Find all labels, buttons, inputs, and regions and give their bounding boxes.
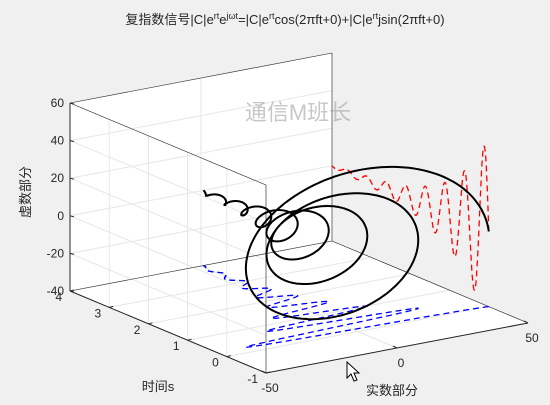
tick-labels: -50 0 50 -1 0 1 2 3 4-40 -20 0 20 40 60	[47, 96, 539, 395]
z-tick-label: 0	[57, 209, 64, 223]
grid-line	[69, 252, 267, 336]
z-tick-label: 20	[51, 171, 65, 185]
series-spiral	[202, 165, 490, 321]
x-tick-label: 50	[525, 331, 539, 345]
axes-frame	[69, 52, 529, 374]
x-axis-label: 实数部分	[366, 383, 418, 398]
grid-line	[226, 306, 489, 358]
z-tick	[69, 102, 75, 105]
y-tick	[265, 371, 271, 374]
grid-line	[69, 127, 333, 179]
x-tick	[392, 345, 398, 349]
z-tick	[69, 215, 75, 218]
plot-lines	[202, 145, 490, 348]
x-tick	[523, 320, 529, 324]
x-tick-label: 0	[398, 356, 405, 370]
y-tick	[109, 305, 114, 308]
z-axis-label: 虚数部分	[18, 166, 33, 218]
y-tick-label: -1	[247, 372, 258, 386]
grid-line	[109, 256, 372, 308]
z-tick	[69, 140, 75, 143]
y-tick-label: 0	[212, 356, 219, 370]
chart-title: 复指数信号|C|ertejωt=|C|ertcos(2πft+0)+|C|ert…	[125, 11, 444, 27]
y-tick	[226, 355, 231, 358]
y-tick-label: 3	[95, 306, 102, 320]
y-tick-label: 4	[55, 290, 62, 304]
z-tick-label: -40	[47, 284, 65, 298]
grid-line	[69, 177, 267, 261]
pane-edge	[69, 52, 333, 104]
y-tick-label: 2	[134, 323, 141, 337]
floor-edge	[69, 240, 333, 292]
z-tick	[69, 177, 75, 180]
grid-line	[69, 165, 333, 217]
grid-line	[69, 215, 267, 299]
z-tick-label: 60	[51, 96, 65, 110]
y-axis-line	[69, 290, 267, 374]
z-tick	[69, 252, 75, 255]
mouse-pointer-icon	[346, 360, 361, 382]
grid-line	[148, 273, 411, 325]
grid-line	[187, 289, 450, 341]
series-imag-projection	[331, 145, 490, 291]
grid-line	[69, 140, 267, 224]
z-tick-label: -20	[47, 246, 65, 260]
y-tick-label: 1	[173, 339, 180, 353]
grid-line	[69, 90, 333, 142]
y-axis-label: 时间s	[142, 379, 175, 394]
x-tick	[261, 370, 267, 374]
z-tick	[69, 290, 75, 293]
y-tick	[187, 338, 192, 341]
floor-edge	[331, 240, 529, 324]
watermark: 通信M班长	[245, 100, 351, 125]
x-tick-label: -50	[261, 381, 279, 395]
pane-edge	[69, 102, 267, 186]
y-tick	[148, 322, 153, 325]
z-tick-label: 40	[51, 134, 65, 148]
